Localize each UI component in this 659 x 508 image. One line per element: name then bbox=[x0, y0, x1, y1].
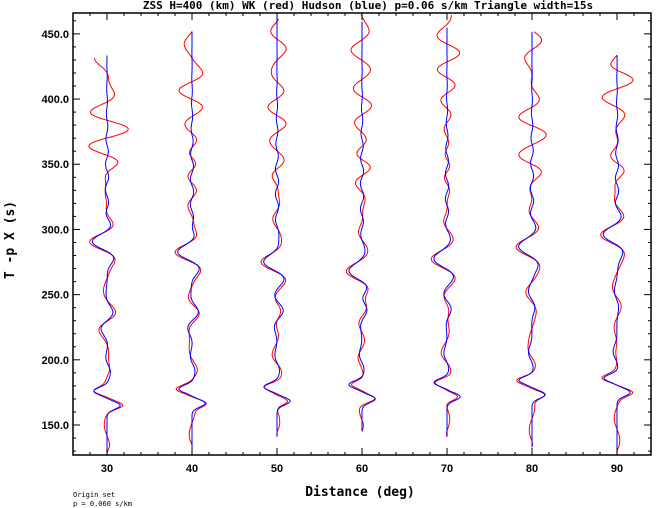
hudson-trace-50 bbox=[263, 19, 291, 437]
wk-trace-70 bbox=[430, 15, 461, 437]
x-tick-label: 30 bbox=[101, 463, 113, 475]
x-tick-label: 90 bbox=[611, 463, 623, 475]
x-tick-label: 40 bbox=[186, 463, 198, 475]
y-tick-label: 300.0 bbox=[41, 224, 69, 236]
chart-title: ZSS H=400 (km) WK (red) Hudson (blue) p=… bbox=[143, 0, 593, 12]
y-tick-label: 450.0 bbox=[41, 29, 69, 41]
wk-trace-60 bbox=[345, 14, 376, 432]
wk-trace-90 bbox=[600, 54, 634, 456]
wk-trace-40 bbox=[174, 31, 207, 449]
traces-group bbox=[88, 14, 634, 456]
x-tick-label: 70 bbox=[441, 463, 453, 475]
hudson-trace-90 bbox=[602, 55, 631, 455]
footnote-p: p = 0.060 s/km bbox=[73, 500, 132, 508]
hudson-trace-40 bbox=[177, 31, 206, 449]
y-tick-label: 250.0 bbox=[41, 290, 69, 302]
wk-trace-80 bbox=[515, 31, 547, 448]
wk-trace-30 bbox=[88, 57, 129, 454]
wk-trace-50 bbox=[260, 18, 288, 437]
y-tick-label: 200.0 bbox=[41, 355, 69, 367]
x-tick-label: 80 bbox=[526, 463, 538, 475]
hudson-trace-60 bbox=[348, 21, 376, 432]
y-tick-label: 350.0 bbox=[41, 159, 69, 171]
footnote-origin: Origin set bbox=[73, 491, 115, 499]
y-axis-label: T -p X (s) bbox=[3, 201, 18, 279]
hudson-trace-70 bbox=[433, 27, 461, 437]
x-axis-label: Distance (deg) bbox=[305, 485, 415, 500]
y-tick-label: 400.0 bbox=[41, 94, 69, 106]
x-tick-label: 50 bbox=[271, 463, 283, 475]
x-tick-label: 60 bbox=[356, 463, 368, 475]
hudson-trace-80 bbox=[518, 31, 546, 448]
y-tick-label: 150.0 bbox=[41, 420, 69, 432]
hudson-trace-30 bbox=[91, 55, 121, 454]
axes-group: 30 40 50 60 70 80 90 150.0 200.0 250.0 300.0 350.0 4… bbox=[41, 12, 652, 475]
